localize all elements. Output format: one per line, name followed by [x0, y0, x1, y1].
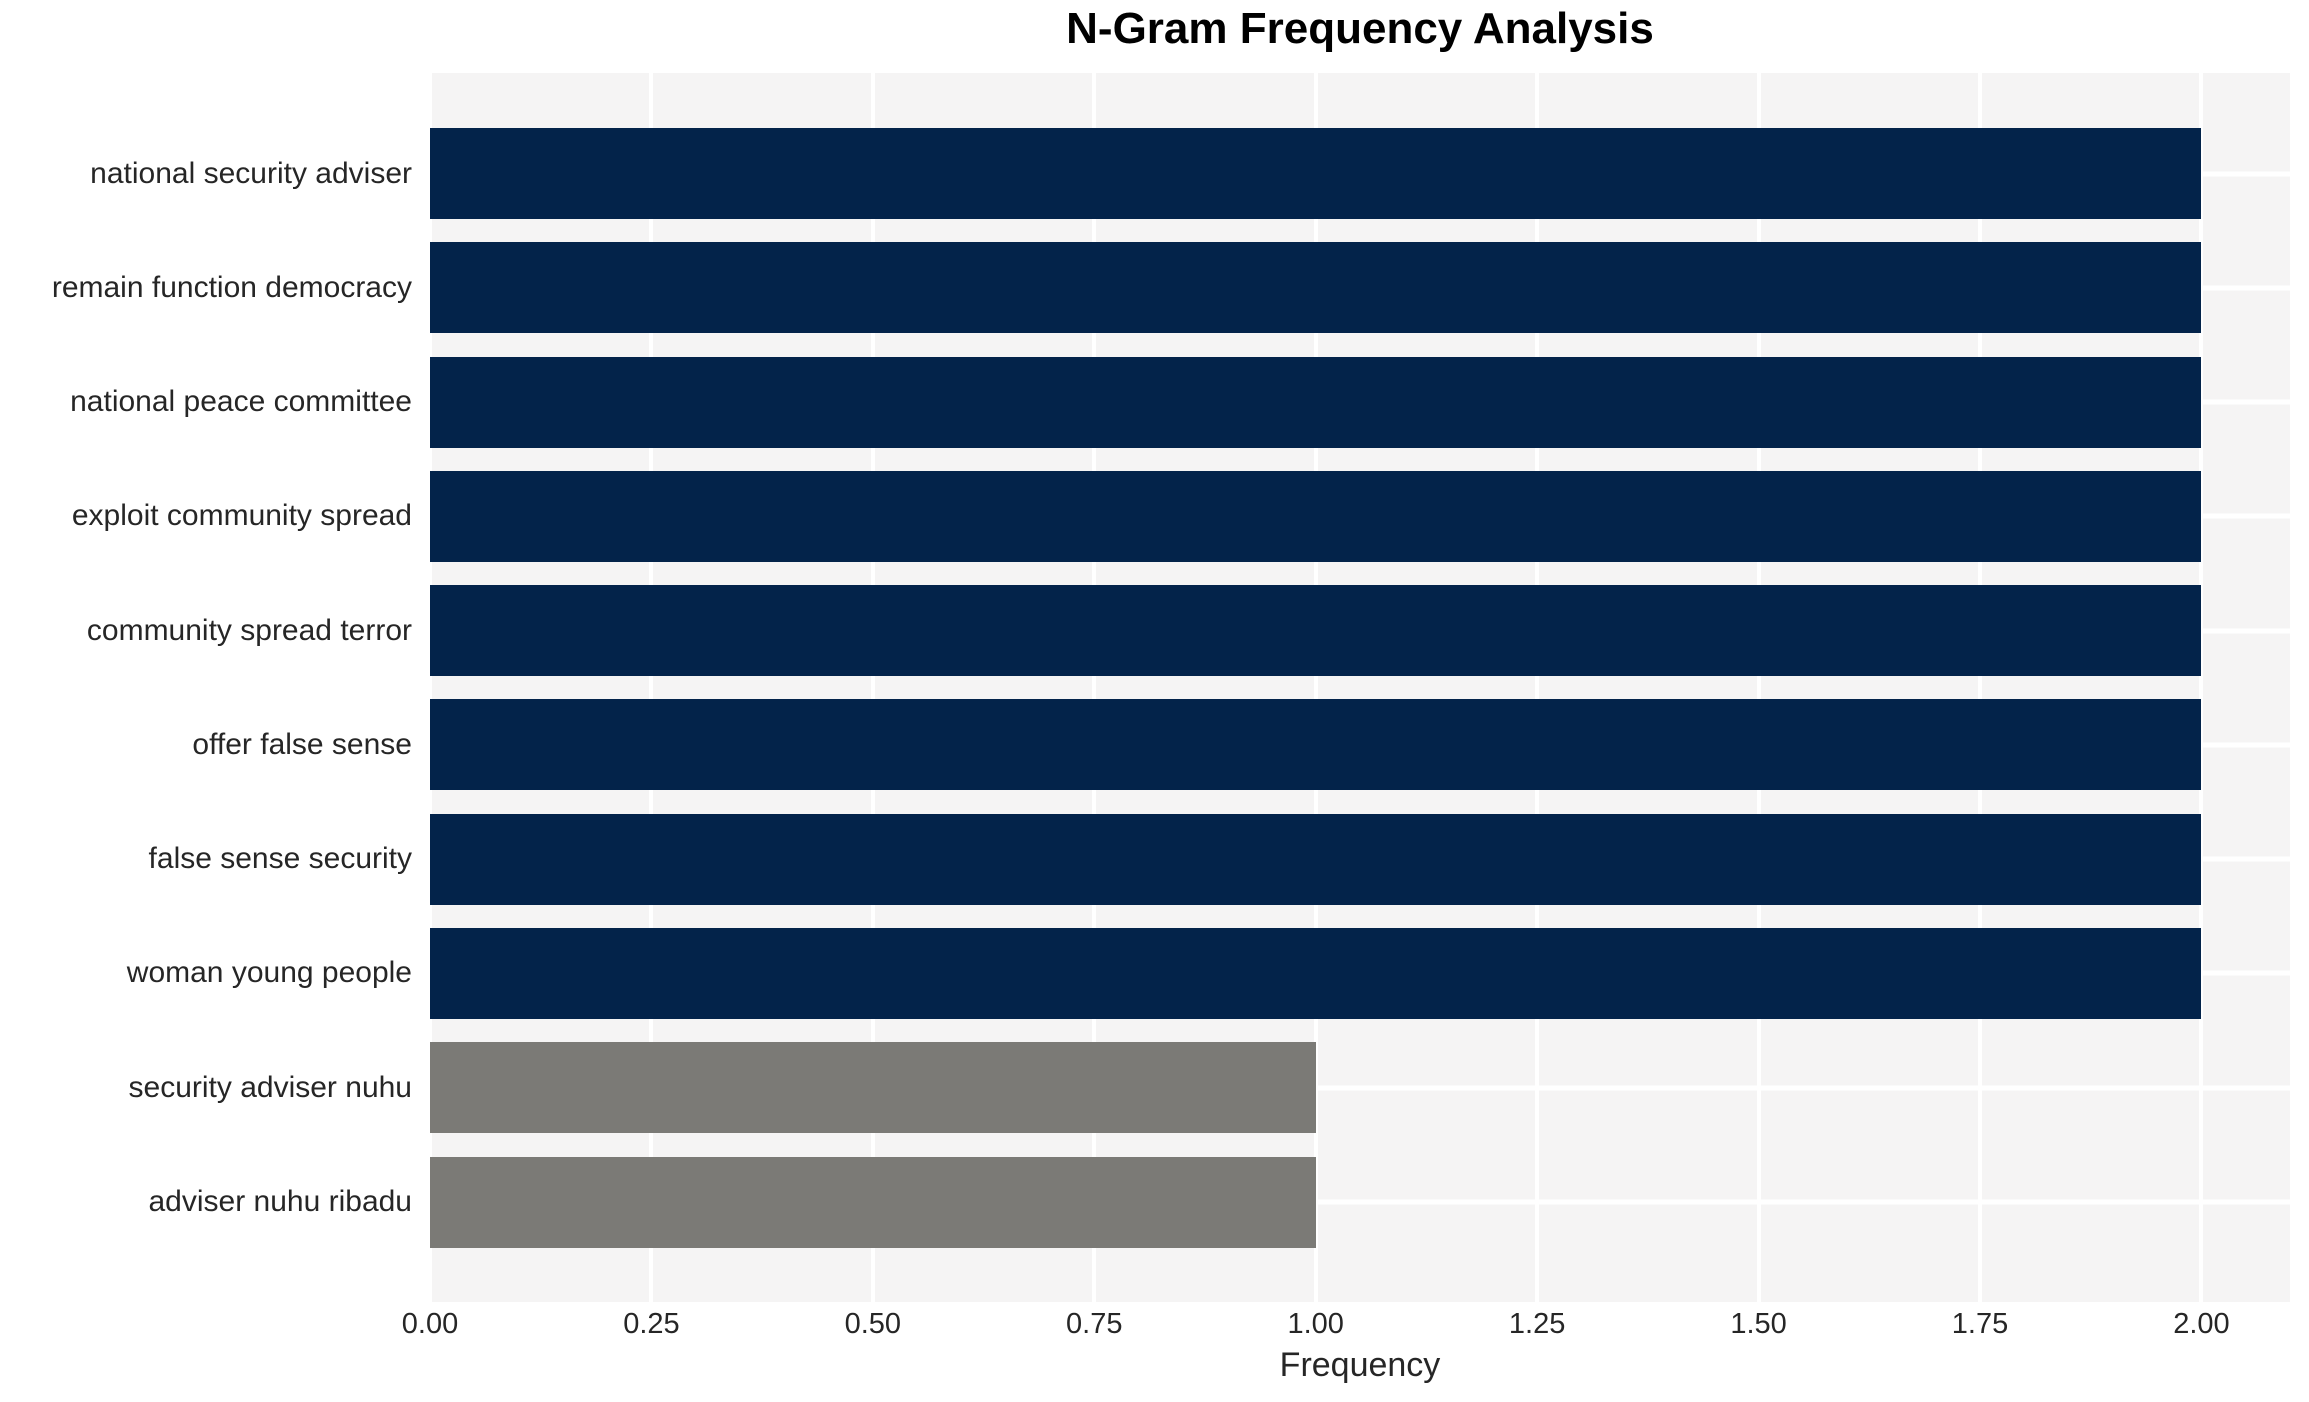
horizontal-gridline — [430, 1199, 2290, 1205]
y-tick-label: offer false sense — [192, 727, 412, 761]
x-tick-label: 1.75 — [1951, 1308, 2009, 1340]
bar-exploit-community-spread — [430, 470, 2202, 562]
x-axis-ticks: 0.00 0.25 0.50 0.75 1.00 1.25 1.50 1.75 2.00 — [402, 1307, 2290, 1343]
x-tick-label: 0.25 — [623, 1308, 680, 1340]
vertical-gridline — [428, 73, 432, 1302]
bar-offer-false-sense — [430, 699, 2202, 791]
chart-title: N-Gram Frequency Analysis — [1066, 4, 1654, 53]
x-tick-label: 1.00 — [1287, 1308, 1344, 1340]
y-tick-label: remain function democracy — [51, 270, 412, 304]
bar-community-spread-terror — [430, 585, 2202, 677]
y-tick-label: exploit community spread — [71, 499, 412, 533]
y-tick-label: security adviser nuhu — [128, 1070, 412, 1104]
y-axis-labels: national security adviser remain function… — [0, 73, 412, 1302]
y-tick-label: national security adviser — [90, 156, 412, 190]
y-tick-label: adviser nuhu ribadu — [148, 1185, 412, 1219]
bar-adviser-nuhu-ribadu — [430, 1156, 1316, 1248]
x-tick-label: 0.50 — [844, 1308, 902, 1340]
bar-remain-function-democracy — [430, 242, 2202, 334]
vertical-gridline — [1756, 73, 1761, 1302]
bar-false-sense-security — [430, 813, 2202, 905]
vertical-gridline — [1535, 73, 1540, 1302]
vertical-gridline — [1313, 73, 1318, 1302]
x-tick-label: 0.75 — [1066, 1308, 1123, 1340]
x-axis-title: Frequency — [1279, 1346, 1441, 1384]
plot-area — [428, 73, 2290, 1302]
vertical-gridline — [2199, 73, 2204, 1302]
vertical-gridline — [870, 73, 875, 1302]
vertical-gridline — [1092, 73, 1097, 1302]
x-tick-label: 1.25 — [1508, 1308, 1566, 1340]
y-tick-label: woman young people — [126, 956, 412, 990]
bar-security-adviser-nuhu — [430, 1042, 1316, 1134]
vertical-gridline — [1978, 73, 1982, 1302]
bar-woman-young-people — [430, 927, 2202, 1019]
y-tick-label: national peace committee — [70, 385, 412, 419]
x-tick-label: 0.00 — [401, 1308, 459, 1340]
x-tick-label: 1.50 — [1730, 1308, 1787, 1340]
y-tick-label: false sense security — [148, 842, 412, 876]
x-tick-label: 2.00 — [2173, 1308, 2230, 1340]
vertical-gridline — [649, 73, 654, 1302]
bar-national-security-adviser — [430, 128, 2202, 219]
bar-national-peace-committee — [430, 356, 2202, 448]
y-tick-label: community spread terror — [86, 613, 412, 647]
horizontal-gridline — [430, 1085, 2290, 1091]
